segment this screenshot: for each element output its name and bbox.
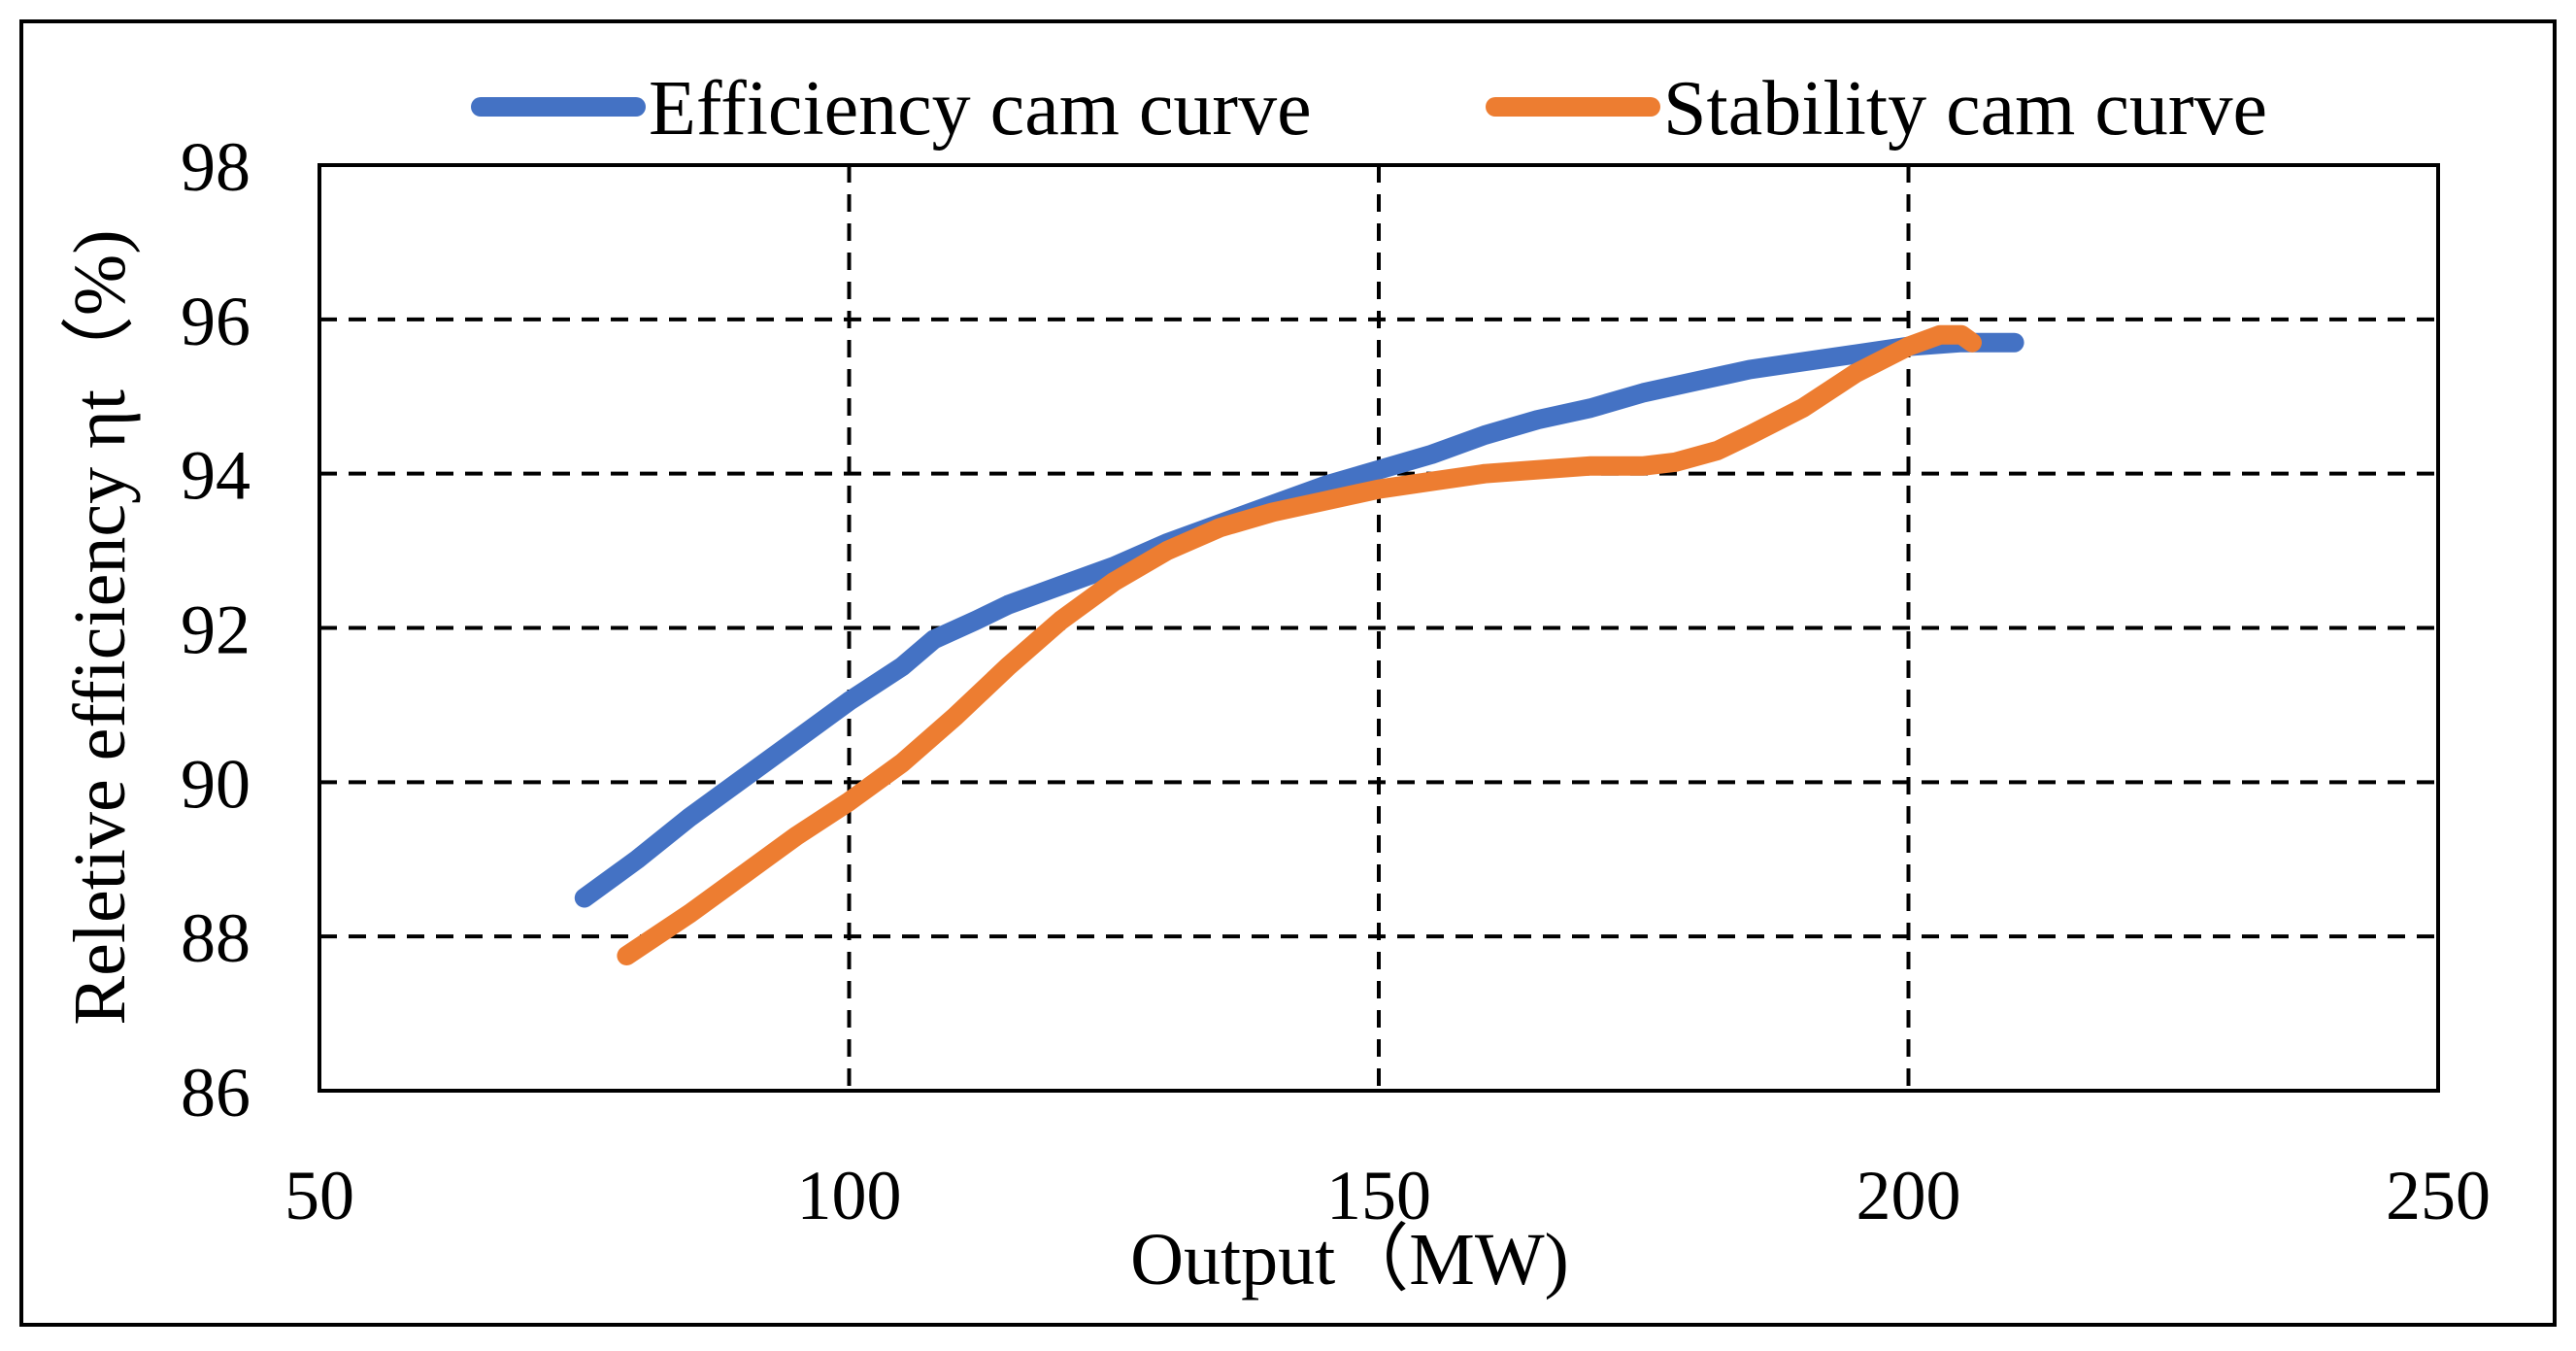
series-line-efficiency (574, 332, 2024, 908)
y-tick-label: 88 (181, 899, 251, 977)
y-tick-label: 94 (181, 437, 251, 515)
x-tick-labels: 50 100 150 200 250 (284, 1157, 2491, 1234)
x-tick-label: 150 (1326, 1157, 1431, 1234)
y-tick-label: 92 (181, 591, 251, 669)
chart-frame (19, 19, 2557, 1327)
x-axis-title: Output（MW) (1130, 1219, 1569, 1300)
plot-area-border (318, 163, 2440, 1093)
legend-label-efficiency: Efficiency cam curve (649, 66, 1312, 152)
y-tick-label: 86 (181, 1054, 251, 1131)
x-tick-label: 50 (284, 1157, 354, 1234)
legend: Efficiency cam curve Stability cam curve (471, 66, 2267, 152)
y-tick-label: 96 (181, 283, 251, 360)
x-tick-label: 100 (797, 1157, 902, 1234)
legend-label-stability: Stability cam curve (1663, 66, 2267, 152)
y-tick-label: 90 (181, 745, 251, 823)
x-tick-label: 200 (1857, 1157, 1961, 1234)
y-tick-labels: 86 88 90 92 94 96 98 (181, 128, 251, 1131)
series-line-stability (617, 324, 1982, 965)
y-tick-label: 98 (181, 128, 251, 206)
series-layer (574, 324, 2024, 965)
x-tick-label: 250 (2386, 1157, 2491, 1234)
y-axis-title: Reletive efficiency ηt（%) (59, 229, 141, 1025)
